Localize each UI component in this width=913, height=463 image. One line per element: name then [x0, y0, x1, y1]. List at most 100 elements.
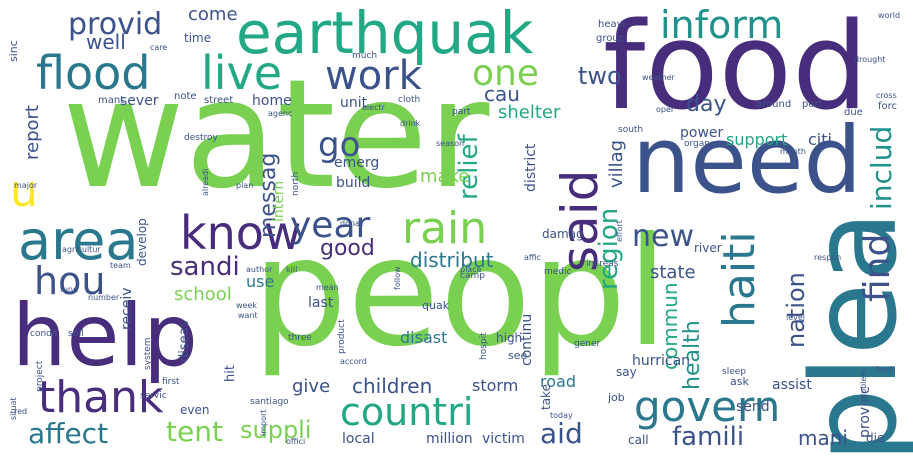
cloud-word: villag	[606, 139, 627, 188]
cloud-word: storm	[472, 376, 519, 395]
cloud-word: nation	[782, 272, 810, 348]
cloud-word: plan	[236, 181, 254, 190]
cloud-word: victim	[482, 431, 525, 447]
cloud-word: sleep	[722, 367, 746, 377]
cloud-word: cloth	[398, 95, 421, 105]
cloud-word: drought	[854, 55, 886, 64]
cloud-word: distribut	[410, 248, 494, 272]
cloud-word: cau	[484, 82, 520, 106]
cloud-word: day	[686, 92, 727, 117]
cloud-word: come	[188, 4, 238, 25]
cloud-word: disast	[400, 328, 448, 347]
cloud-word: hurrican	[632, 353, 691, 369]
cloud-word: hou	[34, 259, 106, 303]
cloud-word: sinc	[7, 40, 20, 62]
cloud-word: local	[342, 431, 375, 447]
cloud-word: team	[110, 261, 131, 270]
cloud-word: even	[180, 403, 210, 417]
cloud-word: one	[472, 53, 539, 94]
cloud-word: two	[578, 62, 622, 90]
cloud-word: servic	[140, 391, 167, 401]
cloud-word: much	[352, 51, 378, 61]
cloud-word: today	[550, 411, 573, 420]
cloud-word: diseas	[177, 320, 192, 362]
cloud-word: note	[174, 91, 197, 102]
cloud-word: want	[238, 311, 258, 320]
cloud-word: citi	[808, 130, 832, 149]
cloud-word: care	[150, 43, 168, 52]
cloud-word: report	[22, 105, 43, 160]
cloud-word: author	[246, 265, 273, 274]
cloud-word: die	[866, 431, 885, 445]
cloud-word: damag	[542, 227, 584, 241]
cloud-word: need	[632, 107, 862, 214]
cloud-word: give	[292, 376, 331, 397]
cloud-word: go	[318, 125, 361, 165]
cloud-word: shelter	[498, 102, 561, 123]
cloud-word: kill	[286, 265, 298, 274]
cloud-word: offici	[286, 437, 306, 446]
cloud-word: drink	[400, 119, 421, 128]
cloud-word: peopl	[252, 206, 669, 380]
cloud-word: help	[12, 286, 198, 386]
cloud-word: around	[756, 99, 792, 110]
cloud-word: school	[174, 284, 232, 305]
cloud-word: santiago	[250, 397, 289, 407]
cloud-word: inform	[660, 3, 784, 47]
cloud-word: unit	[340, 95, 368, 111]
cloud-word: group	[596, 33, 626, 44]
cloud-word: receiv	[119, 287, 135, 330]
cloud-word: due	[844, 107, 863, 118]
cloud-word: camp	[460, 271, 485, 281]
cloud-word: crop	[265, 289, 279, 316]
cloud-word: million	[426, 431, 473, 447]
cloud-word: u	[10, 166, 38, 217]
cloud-word: south	[618, 125, 644, 135]
cloud-word: number	[88, 293, 120, 302]
cloud-word: power	[680, 125, 724, 141]
cloud-word: provid	[68, 7, 163, 42]
cloud-word: good	[320, 236, 375, 261]
cloud-word: home	[252, 93, 292, 109]
cloud-word: fund	[60, 285, 79, 294]
cloud-word: hit	[223, 365, 238, 382]
cloud-word: earthquak	[236, 0, 534, 67]
cloud-word: first	[162, 377, 180, 387]
cloud-word: road	[540, 372, 576, 391]
cloud-word: year	[290, 205, 371, 246]
cloud-word: job	[608, 391, 625, 404]
cloud-word: season	[436, 139, 465, 148]
cloud-word: see	[508, 349, 528, 362]
cloud-word: product	[337, 319, 347, 354]
cloud-word: send	[736, 399, 770, 415]
cloud-word: make	[420, 166, 470, 187]
cloud-word: haiti	[714, 231, 765, 328]
cloud-word: thank	[38, 372, 164, 423]
cloud-word: intern	[271, 180, 287, 222]
cloud-word: flood	[36, 46, 151, 100]
cloud-word: gener	[574, 339, 601, 349]
cloud-word: use	[246, 272, 275, 291]
cloud-word: problem	[859, 368, 868, 402]
cloud-word: call	[628, 433, 649, 447]
cloud-word: know	[180, 206, 302, 260]
cloud-word: live	[201, 46, 283, 100]
cloud-word: sandi	[170, 252, 240, 282]
cloud-word: still	[68, 329, 84, 339]
cloud-word: heavi	[598, 19, 626, 30]
cloud-word: port	[802, 99, 823, 110]
cloud-word: includ	[865, 125, 898, 210]
cloud-word: govern	[634, 382, 781, 431]
cloud-word: aid	[540, 417, 583, 450]
cloud-word: three	[288, 333, 312, 343]
cloud-word: cross	[876, 91, 897, 100]
cloud-word: effort	[615, 220, 624, 242]
cloud-word: electr	[362, 103, 385, 112]
cloud-word: ask	[730, 375, 749, 388]
cloud-word: level	[786, 313, 806, 322]
cloud-word: oper	[656, 105, 675, 114]
cloud-word: water	[62, 48, 490, 222]
cloud-word: major	[14, 181, 38, 190]
cloud-word: medic	[544, 267, 572, 277]
cloud-word: affect	[28, 417, 109, 450]
